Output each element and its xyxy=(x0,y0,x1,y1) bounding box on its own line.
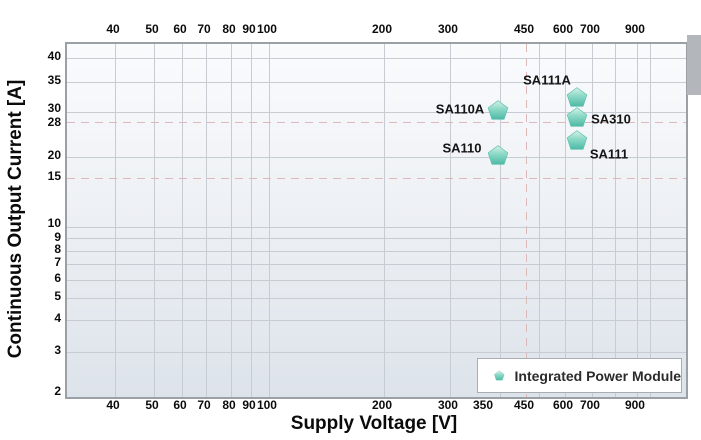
gridline-y xyxy=(67,156,686,158)
x-tick-label-top: 40 xyxy=(106,22,120,36)
x-tick-label-bottom: 40 xyxy=(106,398,120,412)
gridline-y xyxy=(67,111,686,113)
gridline-x xyxy=(615,44,616,397)
gridline-y xyxy=(67,320,686,321)
y-tick-label: 10 xyxy=(47,215,61,230)
x-tick-label-bottom: 70 xyxy=(197,398,211,412)
gridline-x xyxy=(206,44,208,397)
gridline-y xyxy=(67,58,686,59)
legend-label: Integrated Power Module xyxy=(514,367,681,384)
gridline-y xyxy=(67,177,686,179)
y-tick-label: 15 xyxy=(47,168,61,183)
data-point-marker xyxy=(487,100,509,120)
gridline-x xyxy=(499,44,501,397)
data-point-label: SA310 xyxy=(591,111,631,127)
x-tick-label-bottom: 900 xyxy=(624,398,645,412)
x-tick-label-bottom: 100 xyxy=(256,398,277,412)
gridline-y xyxy=(67,351,686,353)
gridline-x xyxy=(268,44,270,397)
gridline-x xyxy=(591,44,593,397)
x-tick-label-bottom: 90 xyxy=(242,398,256,412)
y-tick-label: 2 xyxy=(54,384,61,398)
gridline-x xyxy=(182,44,183,397)
gridline-y xyxy=(67,238,686,239)
gridline-y xyxy=(67,280,686,282)
frame-shadow-artifact xyxy=(687,35,701,95)
pentagon-icon xyxy=(494,370,505,381)
x-tick-label-top: 70 xyxy=(197,22,211,36)
x-tick-label-top: 60 xyxy=(173,22,187,36)
x-tick-label-bottom: 350 xyxy=(472,398,494,412)
y-tick-label: 4 xyxy=(54,311,61,325)
x-tick-label-bottom: 600 xyxy=(552,398,573,412)
gridline-y xyxy=(67,81,686,83)
gridline-x xyxy=(538,44,540,397)
x-tick-label-top: 200 xyxy=(371,22,392,36)
gridline-x xyxy=(231,44,233,397)
x-tick-label-top: 900 xyxy=(624,22,645,36)
y-tick-label: 35 xyxy=(47,72,61,87)
x-tick-label-top: 700 xyxy=(579,22,600,36)
gridline-x xyxy=(636,44,638,397)
x-tick-label-bottom: 300 xyxy=(437,398,458,412)
data-point-label: SA110 xyxy=(442,140,482,156)
y-tick-label: 28 xyxy=(47,115,61,129)
x-tick-label-bottom: 200 xyxy=(371,398,392,412)
gridline-y xyxy=(67,263,686,265)
x-tick-label-top: 80 xyxy=(222,22,236,36)
gridline-x xyxy=(564,44,566,397)
y-tick-label: 6 xyxy=(54,271,61,286)
data-point-label: SA111A xyxy=(523,72,571,88)
x-tick-label-bottom: 80 xyxy=(222,398,236,412)
y-axis-title: Continuous Output Current [A] xyxy=(5,79,26,359)
y-tick-label: 30 xyxy=(47,100,61,115)
x-tick-label-bottom: 450 xyxy=(513,398,534,412)
legend: Integrated Power Module xyxy=(477,358,682,393)
y-tick-label: 20 xyxy=(47,147,61,162)
y-tick-label: 40 xyxy=(47,49,61,63)
gridline-y xyxy=(67,226,686,228)
x-tick-label-top: 90 xyxy=(242,22,256,36)
data-point-label: SA110A xyxy=(435,101,485,117)
x-tick-label-top: 50 xyxy=(145,22,159,36)
x-tick-label-top: 300 xyxy=(437,22,458,36)
data-point-marker xyxy=(487,145,509,165)
x-axis-title: Supply Voltage [V] xyxy=(290,413,458,434)
gridline-x xyxy=(649,44,651,397)
y-tick-label: 8 xyxy=(54,241,61,256)
x-tick-label-bottom: 700 xyxy=(579,398,600,412)
x-tick-label-bottom: 60 xyxy=(173,398,187,412)
y-tick-label: 3 xyxy=(54,342,61,357)
gridline-y xyxy=(67,297,686,299)
data-point-marker xyxy=(566,130,588,151)
data-point-marker xyxy=(566,107,588,128)
x-tick-label-top: 100 xyxy=(256,22,277,36)
gridline-x xyxy=(525,44,527,397)
data-point-label: SA111 xyxy=(589,146,629,162)
y-tick-label: 5 xyxy=(54,288,61,303)
y-tick-label: 9 xyxy=(54,230,61,244)
gridline-x xyxy=(449,44,451,397)
x-tick-label-top: 450 xyxy=(513,22,534,36)
gridline-x xyxy=(251,44,253,397)
gridline-x xyxy=(154,44,156,397)
gridline-x xyxy=(383,44,385,397)
data-point-marker xyxy=(566,87,588,108)
gridline-x xyxy=(115,44,117,397)
plot-area xyxy=(65,42,688,399)
y-tick-label: 7 xyxy=(54,254,61,269)
x-tick-label-bottom: 50 xyxy=(145,398,159,412)
gridline-y xyxy=(67,250,686,252)
gridline-y xyxy=(67,122,686,123)
x-tick-label-top: 600 xyxy=(552,22,573,36)
